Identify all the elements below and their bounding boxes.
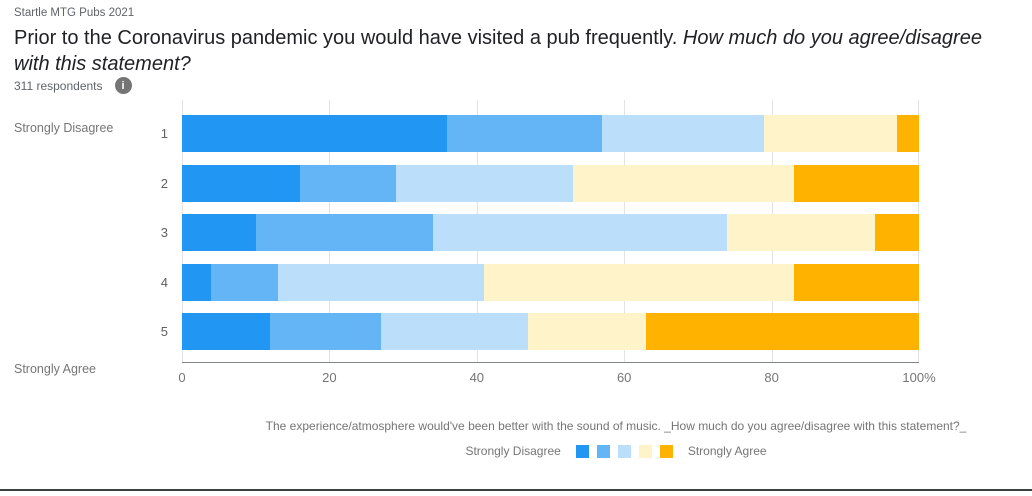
bar-segment[interactable] [255,214,433,251]
x-tick-label: 80 [764,370,779,385]
bar-row-4 [182,263,919,301]
category-label-5: 5 [160,324,168,339]
legend-swatch [617,444,631,458]
info-icon[interactable]: i [114,77,132,94]
legend-swatch [575,444,589,458]
legend-label-strongly-agree: Strongly Agree [687,444,767,458]
bar-row-5 [182,313,919,350]
x-tick-label: 0 [178,370,186,385]
bar-segment[interactable] [572,164,794,202]
bar-segment[interactable] [646,313,919,350]
bar-segment[interactable] [602,115,765,152]
bar-segment[interactable] [277,263,485,301]
x-tick-label: 40 [469,370,485,385]
bar-segment[interactable] [395,164,573,202]
bar-row-1 [182,115,919,152]
bar-segment[interactable] [764,115,897,152]
legend-swatch [638,444,652,458]
bar-segment[interactable] [380,313,529,350]
legend-swatch [659,444,673,458]
bar-segment[interactable] [182,263,212,301]
x-tick-label: 20 [322,370,337,385]
legend-label-strongly-disagree: Strongly Disagree [465,444,561,458]
category-label-2: 2 [160,175,168,191]
plot-area [182,100,919,363]
bar-segment[interactable] [182,164,300,202]
chart-caption: The experience/atmosphere would've been … [265,419,967,433]
bar-segment[interactable] [896,115,919,152]
category-label-3: 3 [160,225,168,240]
bar-segment[interactable] [182,214,256,251]
bar-segment[interactable] [270,313,381,350]
bar-segment[interactable] [432,214,728,251]
respondents-count: 311 respondents [14,78,103,93]
axis-label-strongly-disagree: Strongly Disagree [14,121,114,135]
survey-name: Startle MTG Pubs 2021 [14,7,135,19]
bar-segment[interactable] [447,115,603,152]
bar-segment[interactable] [182,313,271,350]
x-tick-label: 60 [616,370,632,385]
bar-row-3 [182,214,919,251]
legend-swatches [575,444,673,458]
bar-segment[interactable] [211,263,278,301]
x-axis-tick-labels: 0 20 40 60 80 100% [178,370,935,386]
bar-segment[interactable] [528,313,647,350]
bar-segment[interactable] [182,115,448,152]
category-labels: 1 2 3 4 5 [0,100,168,363]
category-label-4: 4 [160,274,168,290]
bar-segment[interactable] [727,214,875,251]
legend: Strongly Disagree Strongly Agree [200,444,1032,458]
bar-segment[interactable] [793,263,919,301]
legend-swatch [596,444,610,458]
bar-segment[interactable] [793,164,919,202]
axis-label-strongly-agree: Strongly Agree [14,362,96,376]
respondents-row: 311 respondents i [14,77,132,94]
x-tick-label: 100% [902,370,936,385]
bar-segment[interactable] [299,164,396,202]
window-bottom-edge [0,489,1032,491]
bar-segment[interactable] [484,263,794,301]
page-title-italic: How much do you agree/disagree with this… [14,27,982,75]
page-title: Prior to the Coronavirus pandemic you wo… [14,25,999,77]
bar-segment[interactable] [874,214,919,251]
bar-row-2 [182,164,919,202]
category-label-1: 1 [160,126,168,141]
page-title-regular: Prior to the Coronavirus pandemic you wo… [14,27,683,49]
